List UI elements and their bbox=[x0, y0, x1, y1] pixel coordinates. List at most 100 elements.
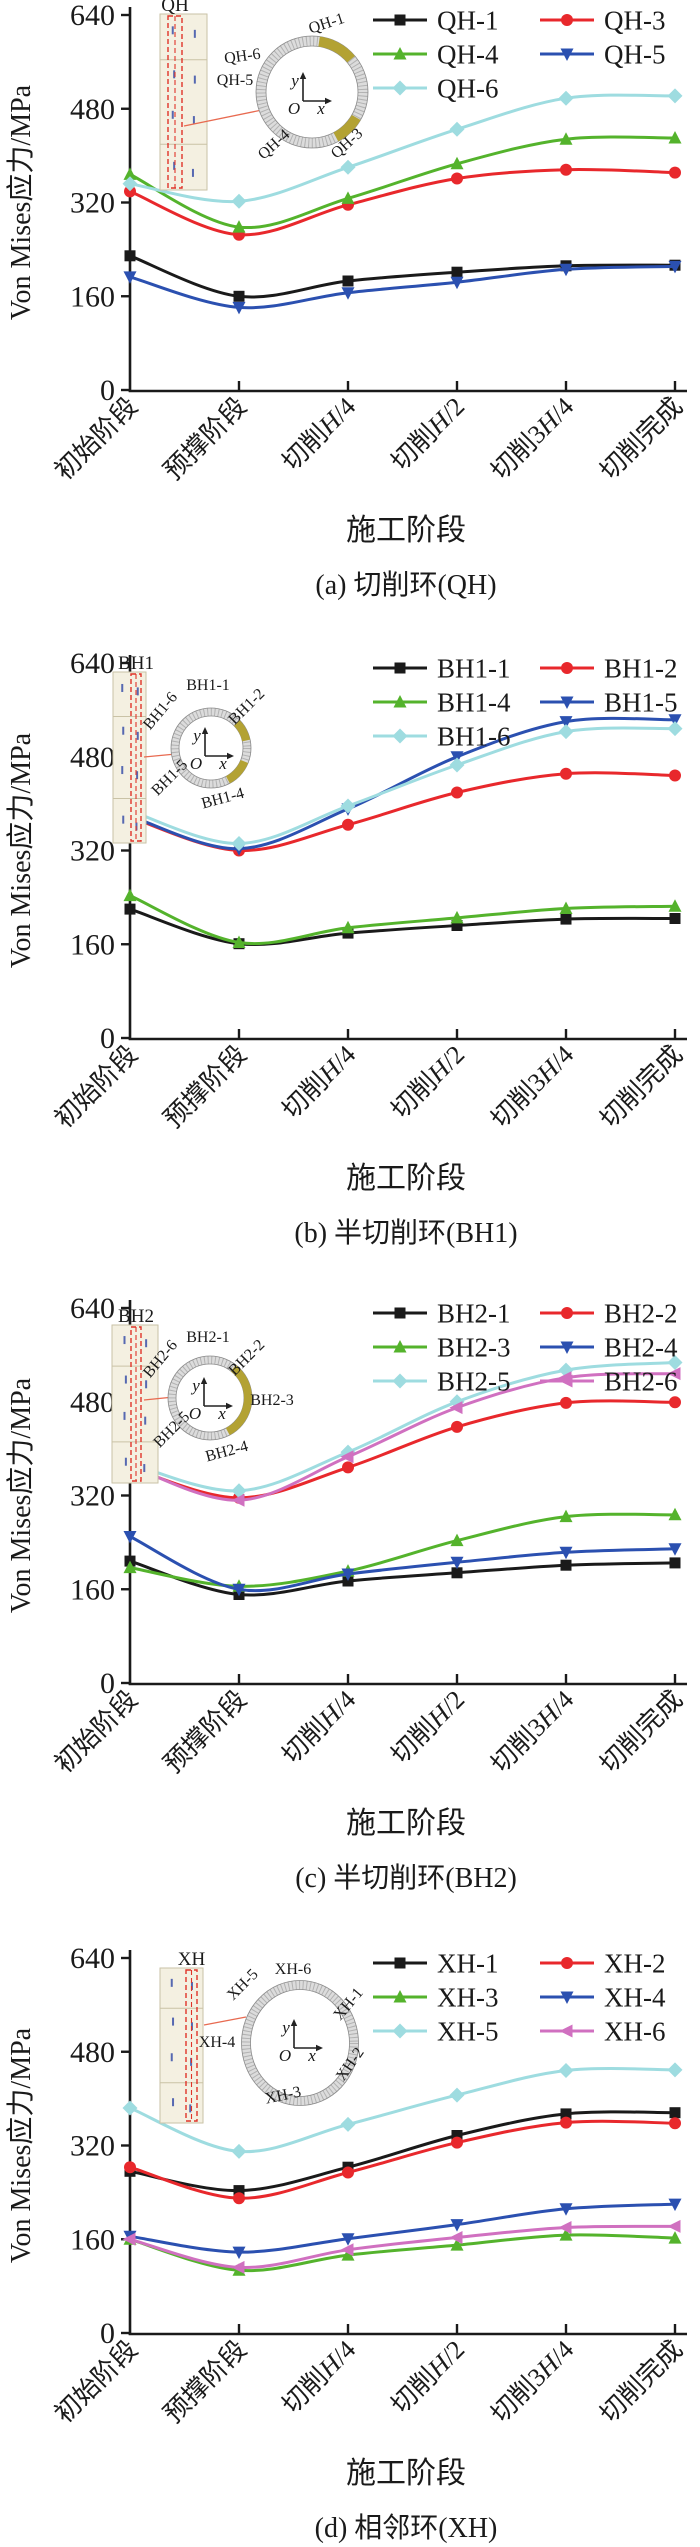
marker-BH1-2-5 bbox=[669, 769, 681, 782]
legend-label-BH2-6: BH2-6 bbox=[604, 1367, 678, 1397]
axis-glyph-y-arrow bbox=[290, 2019, 298, 2026]
sample-dashed-box bbox=[185, 1969, 198, 2122]
x-tick-label: 切削3H/4 bbox=[485, 1040, 579, 1134]
legend-label-BH1-1: BH1-1 bbox=[437, 654, 511, 684]
panel-caption: (c) 半切削环(BH2) bbox=[295, 1862, 517, 1894]
ring-position-label: BH1-4 bbox=[200, 785, 246, 813]
x-tick-label: 预撑阶段 bbox=[158, 1040, 252, 1134]
legend: BH1-1 BH1-2 BH1-4 BH1-5 BH1-6 bbox=[373, 654, 678, 752]
marker-QH-4-5 bbox=[668, 131, 682, 144]
marker-BH1-6-2 bbox=[340, 798, 356, 814]
marker-QH-6-4 bbox=[558, 90, 574, 106]
legend-item-BH2-1: BH2-1 bbox=[373, 1299, 511, 1329]
marker-BH2-1-5 bbox=[669, 1557, 681, 1569]
legend-item-QH-3: QH-3 bbox=[540, 6, 666, 36]
y-tick-label: 0 bbox=[100, 1667, 115, 1700]
bolt-mark bbox=[122, 726, 125, 735]
series-line-QH-6 bbox=[128, 93, 677, 204]
legend-label-QH-4: QH-4 bbox=[437, 40, 499, 70]
axis-glyph-o-label: O bbox=[190, 754, 202, 773]
x-tick-label: 切削H/2 bbox=[385, 2335, 470, 2420]
marker-XH-5-5 bbox=[667, 2062, 683, 2078]
bolt-mark bbox=[173, 161, 176, 170]
x-tick-label: 切削H/2 bbox=[385, 392, 470, 477]
marker-BH2-4-4 bbox=[559, 1546, 573, 1560]
series-line-QH-4 bbox=[128, 135, 677, 230]
marker-XH-6-1 bbox=[231, 2260, 245, 2274]
inset-photo-label: QH bbox=[161, 0, 189, 16]
marker-BH1-4-5 bbox=[668, 899, 682, 912]
ring-speckle bbox=[171, 708, 251, 788]
highlighted-segment-arc bbox=[318, 36, 355, 63]
marker-XH-1-5 bbox=[669, 2107, 681, 2119]
marker-XH-5-1 bbox=[231, 2143, 247, 2159]
x-tick-label: 预撑阶段 bbox=[158, 392, 252, 486]
legend-marker-BH1-5 bbox=[560, 696, 574, 709]
y-tick-label: 320 bbox=[70, 2130, 115, 2163]
inset-photo-label: BH2 bbox=[118, 1306, 154, 1327]
legend-label-QH-6: QH-6 bbox=[437, 74, 499, 104]
y-tick-label: 480 bbox=[70, 93, 115, 126]
bolt-mark bbox=[173, 70, 176, 79]
marker-BH2-4-5 bbox=[668, 1543, 682, 1556]
bolt-mark bbox=[193, 29, 196, 38]
ring-outline-outer bbox=[241, 1980, 359, 2106]
bolt-mark bbox=[172, 2017, 175, 2026]
bolt-mark bbox=[191, 168, 194, 177]
marker-BH2-6-2 bbox=[340, 1450, 354, 1464]
axis-glyph-o-label: O bbox=[288, 99, 300, 118]
bolt-mark bbox=[189, 2104, 192, 2113]
marker-BH2-1-4 bbox=[560, 1559, 572, 1571]
panel-caption: (a) 切削环(QH) bbox=[315, 569, 496, 601]
marker-BH2-4-1 bbox=[232, 1583, 246, 1597]
marker-QH-5-0 bbox=[123, 271, 137, 284]
marker-XH-4-4 bbox=[559, 2203, 573, 2216]
legend-marker-XH-4 bbox=[560, 1991, 574, 2004]
marker-XH-5-3 bbox=[449, 2087, 465, 2103]
y-tick-label: 320 bbox=[70, 835, 115, 868]
ring-position-label: BH1-2 bbox=[225, 685, 268, 728]
segment-photo bbox=[159, 1967, 204, 2124]
legend-label-BH2-1: BH2-1 bbox=[437, 1299, 511, 1329]
bolt-mark bbox=[170, 2053, 173, 2062]
marker-XH-6-2 bbox=[340, 2243, 354, 2257]
series-line-QH-3 bbox=[128, 168, 677, 237]
marker-BH2-6-1 bbox=[231, 1493, 245, 1507]
legend-item-XH-5: XH-5 bbox=[373, 2017, 499, 2047]
legend-item-XH-2: XH-2 bbox=[540, 1949, 666, 1979]
y-axis-title: Von Mises应力/MPa bbox=[5, 1377, 37, 1613]
bolt-mark bbox=[170, 1978, 173, 1987]
marker-BH2-5-5 bbox=[667, 1355, 683, 1370]
marker-QH-6-2 bbox=[340, 159, 356, 175]
ring-position-label: QH-1 bbox=[307, 10, 347, 37]
x-axis-title: 施工阶段 bbox=[346, 514, 466, 547]
marker-QH-4-0 bbox=[123, 167, 137, 180]
axis-glyph-y-arrow bbox=[299, 72, 307, 79]
marker-BH2-3-0 bbox=[123, 1560, 137, 1574]
x-tick-label: 切削H/2 bbox=[385, 1040, 470, 1125]
highlighted-segment-arc bbox=[225, 1364, 252, 1436]
legend-label-XH-6: XH-6 bbox=[604, 2017, 666, 2047]
legend-item-BH2-3: BH2-3 bbox=[373, 1333, 511, 1363]
legend-label-BH1-5: BH1-5 bbox=[604, 688, 678, 718]
marker-XH-6-0 bbox=[122, 2232, 136, 2246]
y-axis-title: Von Mises应力/MPa bbox=[5, 2027, 37, 2263]
marker-BH1-2-2 bbox=[342, 818, 354, 831]
ring-outline-inner bbox=[250, 1989, 350, 2097]
legend-label-XH-3: XH-3 bbox=[437, 1983, 499, 2013]
axis-glyph-o-label: O bbox=[189, 1404, 201, 1423]
axis-glyph-x-label: x bbox=[217, 1404, 226, 1423]
ring-position-label: BH2-2 bbox=[225, 1336, 268, 1379]
legend-label-BH2-2: BH2-2 bbox=[604, 1299, 678, 1329]
legend-marker-BH2-5 bbox=[392, 1373, 408, 1389]
legend-marker-QH-4 bbox=[393, 47, 407, 60]
legend: BH2-1 BH2-2 BH2-3 BH2-4 BH2-5 BH2-6 bbox=[373, 1299, 678, 1397]
legend-marker-BH2-4 bbox=[560, 1341, 574, 1354]
series-line-BH2-5 bbox=[128, 1361, 677, 1493]
y-tick-label: 640 bbox=[70, 648, 115, 680]
marker-QH-4-3 bbox=[450, 156, 464, 170]
